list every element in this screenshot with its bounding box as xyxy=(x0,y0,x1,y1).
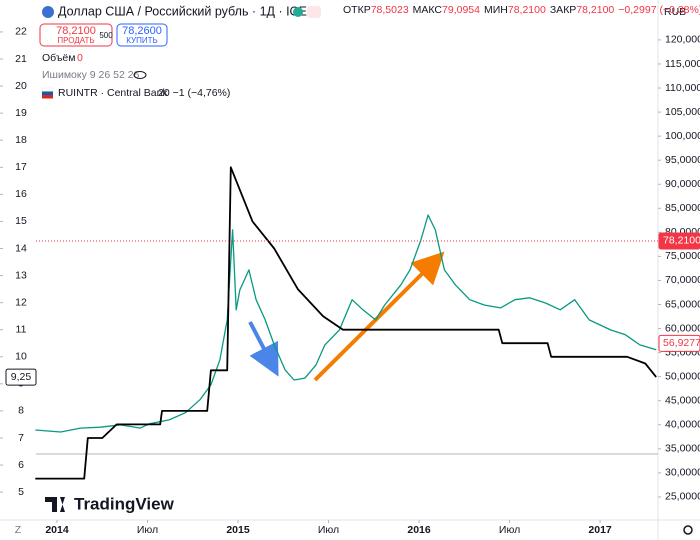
ohlc-label: МИН xyxy=(483,4,508,16)
market-status xyxy=(293,7,303,17)
y-tick-label: 40,0000 xyxy=(665,419,700,431)
y-tick-label: 95,0000 xyxy=(665,154,700,166)
ohlc-value: 79,0954 xyxy=(442,4,480,16)
y2-tick-label: 14 xyxy=(15,242,27,254)
y-tick-label: 30,0000 xyxy=(665,467,700,479)
buy-label[interactable]: КУПИТЬ xyxy=(126,36,157,45)
y2-tick-label: 6 xyxy=(18,459,24,471)
x-tick-label: Июл xyxy=(318,524,339,536)
ohlc-label: МАКС xyxy=(412,4,443,16)
price-change: −0,2997 (−0,38%) xyxy=(618,4,700,16)
y2-tick-label: 22 xyxy=(15,26,27,38)
buy-button[interactable] xyxy=(116,23,168,47)
y-tick-label: 110,0000 xyxy=(665,82,700,94)
ohlc-value: 78,2100 xyxy=(576,4,615,16)
price-marker-label: 56,9277 xyxy=(663,337,700,349)
ohlc-value: 78,2100 xyxy=(507,4,546,16)
y2-tick-label: 19 xyxy=(15,107,27,119)
y-tick-label: 35,0000 xyxy=(665,443,700,455)
y2-tick-label: 15 xyxy=(15,215,27,227)
rate-marker-label: 9,25 xyxy=(11,371,32,383)
y2-tick-label: 20 xyxy=(15,80,27,92)
annotation-arrow xyxy=(248,321,279,377)
price-marker xyxy=(658,232,700,250)
flag-icon xyxy=(41,87,54,92)
y-tick-label: 105,0000 xyxy=(665,106,700,118)
y2-tick-label: 12 xyxy=(15,296,27,308)
ohlc-label: ОТКР xyxy=(343,4,371,16)
y2-tick-label: 5 xyxy=(18,486,24,498)
y2-tick-label: 7 xyxy=(18,432,24,444)
y-tick-label: 75,0000 xyxy=(665,250,700,262)
volume-value: 0 xyxy=(77,52,83,64)
series-line xyxy=(35,214,657,433)
y-tick-label: 85,0000 xyxy=(665,202,700,214)
y2-tick-label: 8 xyxy=(18,405,24,417)
x-tick-label: Июл xyxy=(499,524,520,536)
x-tick-label: 2014 xyxy=(45,524,69,536)
y2-tick-label: 17 xyxy=(15,161,27,173)
sell-label[interactable]: ПРОДАТЬ xyxy=(57,36,94,45)
rate-series-name: RUINTR · Central Bank xyxy=(58,87,168,99)
ohlc-label: ЗАКР xyxy=(549,4,577,16)
price-marker-label: 78,2100 xyxy=(663,235,700,247)
y-tick-label: 65,0000 xyxy=(665,298,700,310)
logo-icon xyxy=(45,497,65,512)
logo-text: TradingView xyxy=(74,494,175,513)
y2-tick-label: 16 xyxy=(15,188,27,200)
ohlc-value: 78,5023 xyxy=(370,4,409,16)
y2-tick-label: 10 xyxy=(15,351,27,363)
price-marker xyxy=(658,334,700,352)
currency: RUB xyxy=(664,6,686,18)
spread: 500 xyxy=(99,31,113,40)
y2-tick-label: 18 xyxy=(15,134,27,146)
volume-label: Объём xyxy=(42,52,75,64)
alert-badge xyxy=(307,6,321,18)
y-tick-label: 115,0000 xyxy=(665,58,700,70)
y-tick-label: 60,0000 xyxy=(665,322,700,334)
x-tick-label: Июл xyxy=(137,524,158,536)
symbol-icon xyxy=(42,6,54,18)
y-tick-label: 100,0000 xyxy=(665,130,700,142)
series-line xyxy=(35,166,657,480)
y-tick-label: 45,0000 xyxy=(665,394,700,406)
x-tick-label: 2017 xyxy=(588,524,612,536)
settings-button[interactable] xyxy=(683,525,693,535)
y-tick-label: 25,0000 xyxy=(665,491,700,503)
y2-tick-label: 21 xyxy=(15,53,27,65)
indicator-label: Ишимоку 9 26 52 26 xyxy=(42,69,140,81)
sell-price[interactable]: 78,2100 xyxy=(56,25,96,37)
y2-tick-label: 13 xyxy=(15,269,27,281)
y-tick-label: 90,0000 xyxy=(665,178,700,190)
flag-icon xyxy=(42,91,53,95)
rate-params: 20 −1 (−4,76%) xyxy=(158,87,230,99)
sell-button[interactable] xyxy=(39,23,113,47)
y2-tick-label: 11 xyxy=(16,323,27,335)
flag-icon xyxy=(42,95,53,99)
y-tick-label: 50,0000 xyxy=(665,370,700,382)
x-tick-label: 2015 xyxy=(226,524,250,536)
ohlc-bar: ОТКР78,5023 МАКС79,0954 МИН78,2100 ЗАКР78,2… xyxy=(343,4,700,16)
y-tick-label: 70,0000 xyxy=(665,274,700,286)
y-tick-label: 120,0000 xyxy=(665,34,700,46)
symbol-title: Доллар США / Российский рубль · 1Д · ICE xyxy=(58,4,307,18)
zoom-button[interactable]: Z xyxy=(15,524,22,536)
rate-marker xyxy=(5,368,37,386)
visibility-icon[interactable] xyxy=(133,71,147,79)
buy-price[interactable]: 78,2600 xyxy=(122,25,162,37)
x-tick-label: 2016 xyxy=(407,524,431,536)
